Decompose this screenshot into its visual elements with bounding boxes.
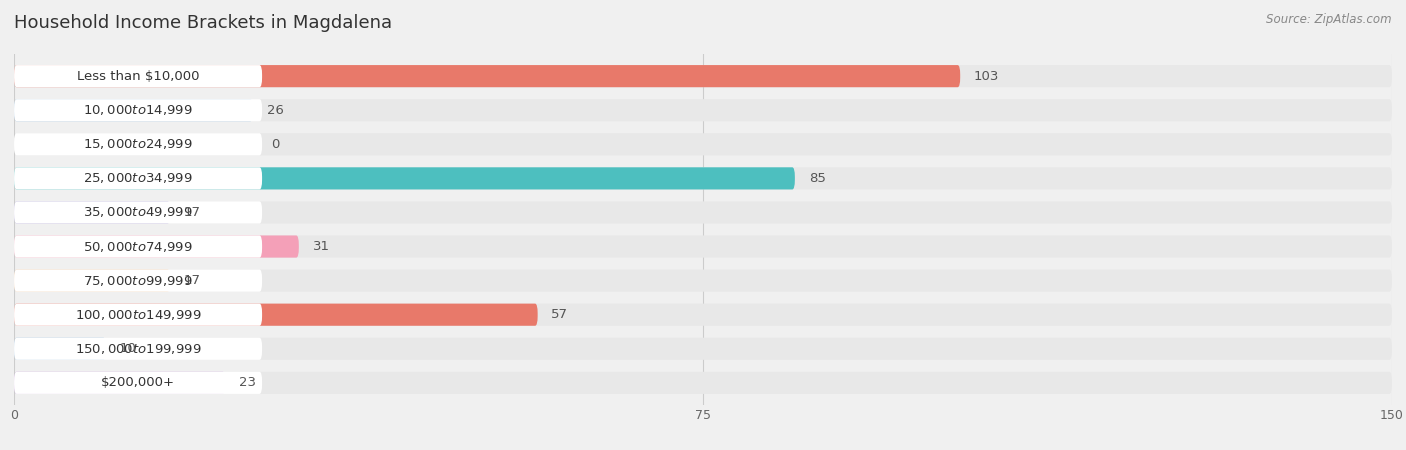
FancyBboxPatch shape: [14, 235, 1392, 257]
Text: $100,000 to $149,999: $100,000 to $149,999: [75, 308, 201, 322]
FancyBboxPatch shape: [14, 304, 262, 326]
FancyBboxPatch shape: [14, 202, 170, 224]
Text: 23: 23: [239, 376, 256, 389]
FancyBboxPatch shape: [14, 202, 262, 224]
Text: 26: 26: [267, 104, 284, 117]
Text: $35,000 to $49,999: $35,000 to $49,999: [83, 206, 193, 220]
FancyBboxPatch shape: [14, 167, 794, 189]
FancyBboxPatch shape: [14, 65, 262, 87]
Text: 31: 31: [312, 240, 329, 253]
Text: $200,000+: $200,000+: [101, 376, 176, 389]
Text: 103: 103: [974, 70, 1000, 83]
FancyBboxPatch shape: [14, 99, 253, 122]
Text: Less than $10,000: Less than $10,000: [77, 70, 200, 83]
Text: 57: 57: [551, 308, 568, 321]
Text: $10,000 to $14,999: $10,000 to $14,999: [83, 103, 193, 117]
FancyBboxPatch shape: [14, 304, 1392, 326]
Text: 17: 17: [184, 206, 201, 219]
FancyBboxPatch shape: [14, 133, 1392, 155]
Text: 0: 0: [271, 138, 280, 151]
FancyBboxPatch shape: [14, 338, 1392, 360]
Text: $15,000 to $24,999: $15,000 to $24,999: [83, 137, 193, 151]
FancyBboxPatch shape: [14, 167, 1392, 189]
FancyBboxPatch shape: [14, 372, 1392, 394]
FancyBboxPatch shape: [14, 270, 262, 292]
Text: 85: 85: [808, 172, 825, 185]
FancyBboxPatch shape: [14, 270, 170, 292]
FancyBboxPatch shape: [14, 338, 105, 360]
Text: $75,000 to $99,999: $75,000 to $99,999: [83, 274, 193, 288]
FancyBboxPatch shape: [14, 235, 299, 257]
FancyBboxPatch shape: [14, 167, 262, 189]
Text: $150,000 to $199,999: $150,000 to $199,999: [75, 342, 201, 356]
Text: $25,000 to $34,999: $25,000 to $34,999: [83, 171, 193, 185]
Text: 17: 17: [184, 274, 201, 287]
Text: Household Income Brackets in Magdalena: Household Income Brackets in Magdalena: [14, 14, 392, 32]
FancyBboxPatch shape: [14, 65, 960, 87]
FancyBboxPatch shape: [14, 133, 262, 155]
FancyBboxPatch shape: [14, 99, 262, 122]
Text: 10: 10: [120, 342, 136, 355]
FancyBboxPatch shape: [14, 372, 262, 394]
FancyBboxPatch shape: [14, 270, 1392, 292]
FancyBboxPatch shape: [14, 338, 262, 360]
Text: Source: ZipAtlas.com: Source: ZipAtlas.com: [1267, 14, 1392, 27]
FancyBboxPatch shape: [14, 372, 225, 394]
FancyBboxPatch shape: [14, 65, 1392, 87]
FancyBboxPatch shape: [14, 235, 262, 257]
FancyBboxPatch shape: [14, 202, 1392, 224]
Text: $50,000 to $74,999: $50,000 to $74,999: [83, 239, 193, 253]
FancyBboxPatch shape: [14, 99, 1392, 122]
FancyBboxPatch shape: [14, 304, 537, 326]
